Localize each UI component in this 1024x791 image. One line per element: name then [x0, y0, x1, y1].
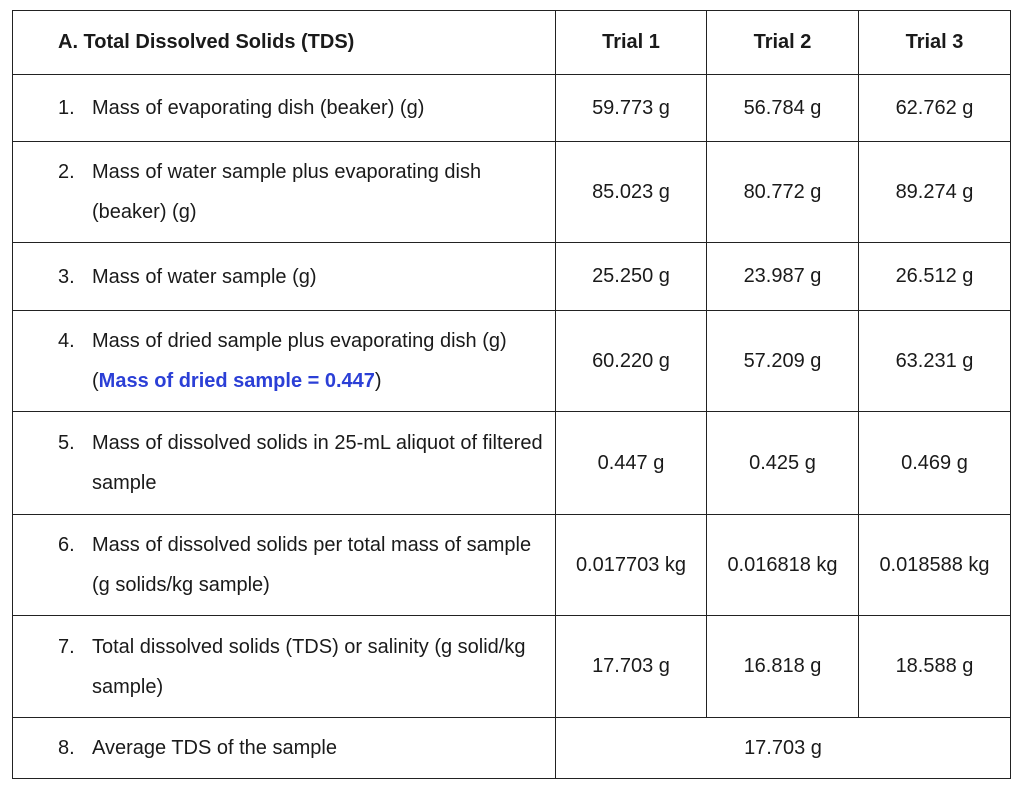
- label-text: Mass of evaporating dish (beaker) (g): [92, 88, 543, 128]
- row-number: 7.: [58, 635, 75, 658]
- value-cell: 16.818 g: [706, 615, 859, 718]
- header-cell: Trial 2: [706, 10, 859, 75]
- label-main: Mass of dissolved solids per total mass …: [92, 534, 532, 596]
- row-number: 8.: [58, 737, 75, 759]
- table-row: 8. Average TDS of the sample 17.703 g: [12, 717, 1011, 779]
- row-number: 2.: [58, 161, 75, 183]
- label-main: Mass of dried sample plus evaporating di…: [92, 330, 507, 392]
- label-main: Mass of evaporating dish (beaker) (g): [92, 97, 425, 119]
- table-row: 7. Total dissolved solids (TDS) or salini…: [12, 615, 1011, 718]
- table-row: 6. Mass of dissolved solids per total mas…: [12, 514, 1011, 616]
- label-text: Average TDS of the sample: [92, 728, 543, 768]
- header-cell: A. Total Dissolved Solids (TDS): [12, 10, 556, 75]
- value-cell: 0.447 g: [555, 411, 707, 515]
- value-cell: 62.762 g: [858, 74, 1011, 142]
- label-main: Mass of water sample plus evaporating di…: [92, 161, 482, 223]
- label-cell: 8. Average TDS of the sample: [12, 717, 556, 779]
- row-label: 3. Mass of water sample (g): [13, 257, 555, 297]
- table-row: 5. Mass of dissolved solids in 25-mL aliq…: [12, 411, 1011, 515]
- label-text: Mass of dissolved solids per total mass …: [92, 525, 543, 605]
- value-cell: 17.703 g: [555, 615, 707, 718]
- label-cell: 5. Mass of dissolved solids in 25-mL aliq…: [12, 411, 556, 515]
- value-cell: 63.231 g: [858, 310, 1011, 412]
- label-cell: 4. Mass of dried sample plus evaporating …: [12, 310, 556, 412]
- row-number: 5.: [58, 432, 75, 454]
- value-cell: 23.987 g: [706, 242, 859, 311]
- value-cell: 60.220 g: [555, 310, 707, 412]
- row-number: 1.: [58, 97, 75, 119]
- label-cell: 7. Total dissolved solids (TDS) or salini…: [12, 615, 556, 718]
- table-row: 3. Mass of water sample (g) 25.250 g 23.987…: [12, 242, 1011, 311]
- value-cell: 80.772 g: [706, 141, 859, 243]
- label-cell: 6. Mass of dissolved solids per total mas…: [12, 514, 556, 616]
- header-row: A. Total Dissolved Solids (TDS) Trial 1 …: [12, 10, 1011, 75]
- label-main: Average TDS of the sample: [92, 737, 337, 759]
- label-cell: 3. Mass of water sample (g): [12, 242, 556, 311]
- value-cell: 85.023 g: [555, 141, 707, 243]
- table-row: 1. Mass of evaporating dish (beaker) (g) 5…: [12, 74, 1011, 142]
- value-cell: 18.588 g: [858, 615, 1011, 718]
- label-end: ): [374, 370, 382, 392]
- table-row: 2. Mass of water sample plus evaporating …: [12, 141, 1011, 243]
- value-cell: 0.016818 kg: [706, 514, 859, 616]
- value-cell: 89.274 g: [858, 141, 1011, 243]
- value-cell: 26.512 g: [858, 242, 1011, 311]
- header-cell: Trial 1: [555, 10, 707, 75]
- header-cell: Trial 3: [858, 10, 1011, 75]
- row-number: 4.: [58, 330, 75, 352]
- tds-table: A. Total Dissolved Solids (TDS) Trial 1 …: [12, 10, 1011, 779]
- row-number: 3.: [58, 265, 75, 288]
- value-cell: 57.209 g: [706, 310, 859, 412]
- row-label: 5. Mass of dissolved solids in 25-mL aliq…: [13, 423, 555, 503]
- label-main: Mass of dissolved solids in 25-mL aliquo…: [92, 432, 543, 494]
- label-note: Mass of dried sample = 0.447: [98, 370, 375, 392]
- value-cell: 56.784 g: [706, 74, 859, 142]
- label-text: Mass of water sample plus evaporating di…: [92, 152, 543, 232]
- row-number: 6.: [58, 534, 75, 556]
- label-main: Mass of water sample (g): [92, 265, 317, 288]
- value-cell: 0.425 g: [706, 411, 859, 515]
- label-text: Mass of dried sample plus evaporating di…: [92, 321, 543, 401]
- row-label: 6. Mass of dissolved solids per total mas…: [13, 525, 555, 605]
- value-cell: 0.017703 kg: [555, 514, 707, 616]
- label-cell: 1. Mass of evaporating dish (beaker) (g): [12, 74, 556, 142]
- value-cell: 17.703 g: [555, 717, 1011, 779]
- table-row: 4. Mass of dried sample plus evaporating …: [12, 310, 1011, 412]
- value-cell: 59.773 g: [555, 74, 707, 142]
- label-cell: 2. Mass of water sample plus evaporating …: [12, 141, 556, 243]
- row-label: 1. Mass of evaporating dish (beaker) (g): [13, 88, 555, 128]
- row-label: 2. Mass of water sample plus evaporating …: [13, 152, 555, 232]
- label-text: Total dissolved solids (TDS) or salinity…: [92, 627, 543, 707]
- label-main: Total dissolved solids (TDS) or salinity…: [92, 635, 526, 698]
- value-cell: 0.018588 kg: [858, 514, 1011, 616]
- row-label: 7. Total dissolved solids (TDS) or salini…: [13, 627, 555, 707]
- label-text: Mass of water sample (g): [92, 257, 543, 297]
- value-cell: 25.250 g: [555, 242, 707, 311]
- row-label: 8. Average TDS of the sample: [13, 728, 555, 768]
- row-label: 4. Mass of dried sample plus evaporating …: [13, 321, 555, 401]
- value-cell: 0.469 g: [858, 411, 1011, 515]
- label-text: Mass of dissolved solids in 25-mL aliquo…: [92, 423, 543, 503]
